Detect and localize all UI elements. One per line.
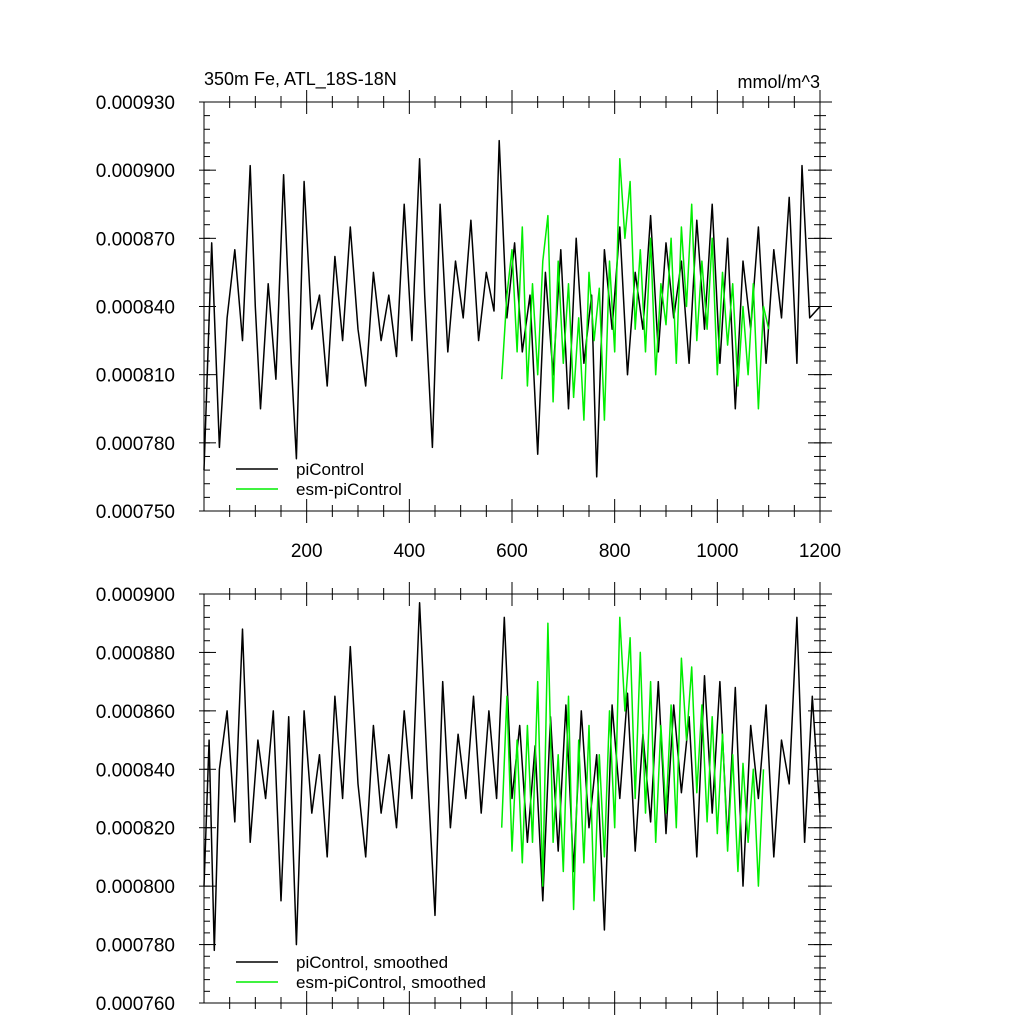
x-tick-label: 800 <box>599 541 631 562</box>
y-tick-label: 0.000750 <box>96 502 175 523</box>
y-tick-label: 0.000900 <box>96 585 175 606</box>
chart-title: 350m Fe, ATL_18S-18N <box>204 69 397 90</box>
x-tick-label: 600 <box>496 541 528 562</box>
bottom-chart-plot-frame <box>203 593 821 1004</box>
x-tick-label: 1000 <box>696 541 738 562</box>
y-tick-label: 0.000820 <box>96 819 175 840</box>
legend-label-picontrol-smoothed: piControl, smoothed <box>296 953 448 972</box>
y-tick-label: 0.000780 <box>96 936 175 957</box>
top-chart-x-tick-labels: 200 400 600 800 1000 1200 <box>291 541 841 562</box>
bottom-chart-panel: 0.000760 0.000780 0.000800 0.000820 0.000840… <box>96 582 832 1015</box>
bottom-chart-y-tick-labels: 0.000760 0.000780 0.000800 0.000820 0.000840… <box>96 585 175 1015</box>
y-tick-label: 0.000880 <box>96 643 175 664</box>
legend-label-picontrol: piControl <box>296 460 364 479</box>
y-tick-label: 0.000780 <box>96 434 175 455</box>
top-chart-y-tick-labels: 0.000750 0.000780 0.000810 0.000840 0.000870… <box>96 93 175 523</box>
series-line-esm-picontrol <box>500 158 770 421</box>
units-label: mmol/m^3 <box>738 72 820 92</box>
x-tick-label: 1200 <box>799 541 841 562</box>
top-chart-panel: 350m Fe, ATL_18S-18N mmol/m^3 0.0007500.… <box>96 69 841 562</box>
y-tick-label: 0.000860 <box>96 702 175 723</box>
y-tick-label: 0.000760 <box>96 994 175 1015</box>
y-tick-label: 0.000900 <box>96 161 175 182</box>
y-tick-label: 0.000810 <box>96 366 175 387</box>
y-tick-label: 0.000840 <box>96 298 175 319</box>
series-line-picontrol <box>203 139 821 478</box>
legend-label-esm-picontrol: esm-piControl <box>296 480 402 499</box>
y-tick-label: 0.000800 <box>96 877 175 898</box>
top-chart-series <box>203 139 821 478</box>
x-tick-label: 200 <box>291 541 323 562</box>
y-tick-label: 0.000840 <box>96 760 175 781</box>
series-line-esm-picontrol-smoothed <box>500 616 765 911</box>
bottom-chart-series <box>203 602 821 952</box>
top-chart-plot-frame <box>203 101 821 512</box>
series-line-picontrol-smoothed <box>203 602 821 952</box>
top-chart-legend: piControl esm-piControl <box>236 460 402 499</box>
bottom-chart-legend: piControl, smoothed esm-piControl, smoot… <box>236 953 486 992</box>
y-tick-label: 0.000930 <box>96 93 175 114</box>
legend-label-esm-picontrol-smoothed: esm-piControl, smoothed <box>296 973 486 992</box>
x-tick-label: 400 <box>393 541 425 562</box>
y-tick-label: 0.000870 <box>96 229 175 250</box>
